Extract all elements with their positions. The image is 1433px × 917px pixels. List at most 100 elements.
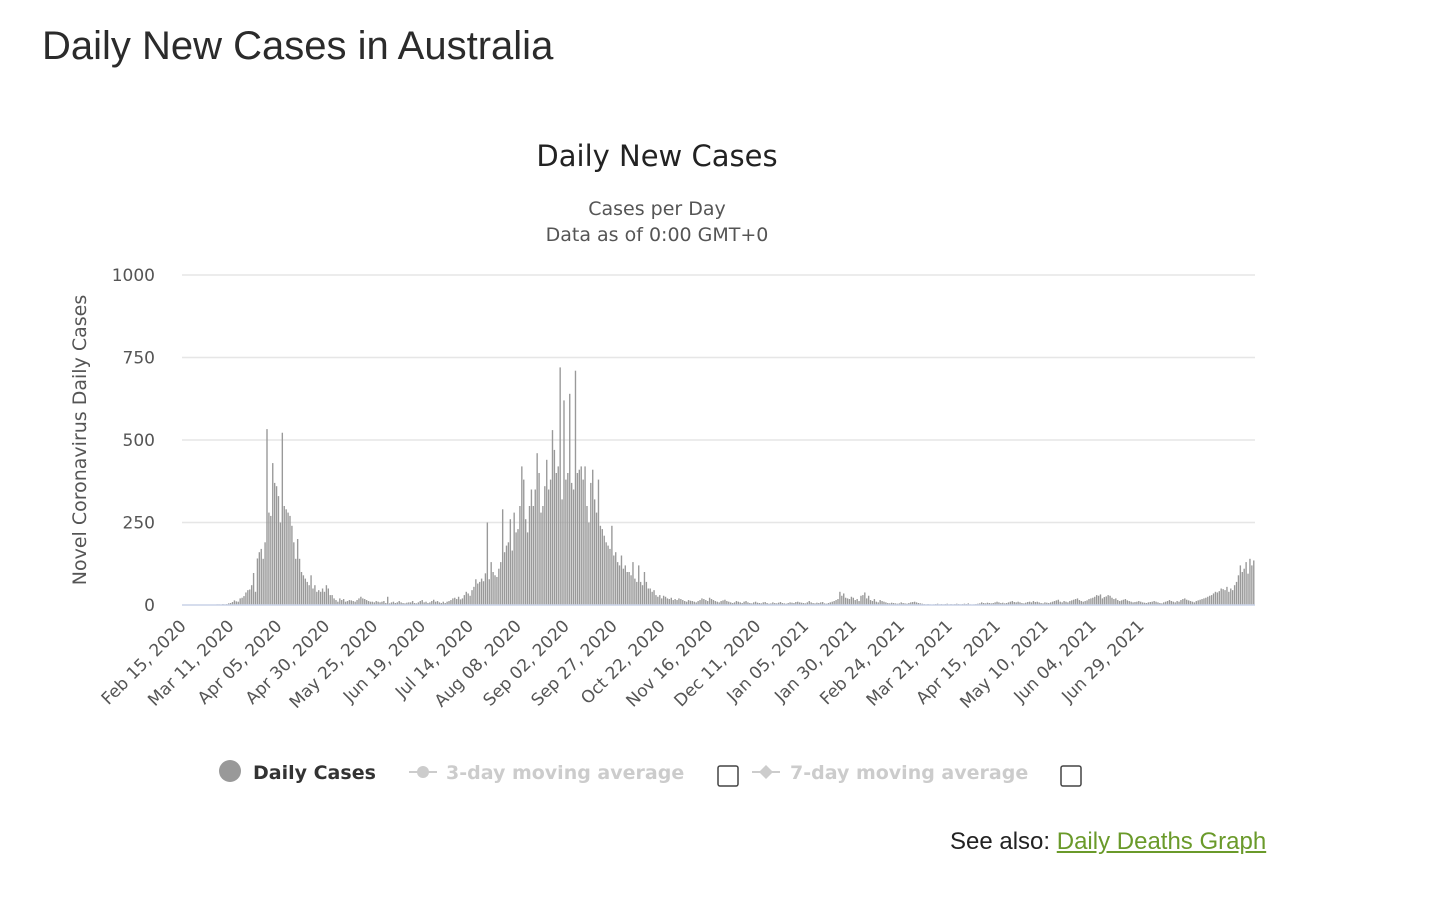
bar[interactable] (984, 603, 987, 605)
bar[interactable] (821, 602, 824, 605)
bar[interactable] (1205, 597, 1207, 605)
bar[interactable] (314, 585, 316, 605)
bar[interactable] (764, 602, 766, 605)
bar[interactable] (616, 562, 619, 605)
bar[interactable] (990, 603, 992, 605)
bar[interactable] (728, 601, 730, 605)
bar[interactable] (735, 601, 738, 605)
bar[interactable] (691, 601, 694, 605)
bar[interactable] (705, 600, 707, 605)
bar[interactable] (333, 598, 335, 605)
bar[interactable] (1126, 600, 1128, 605)
bar[interactable] (578, 469, 581, 605)
bar[interactable] (674, 599, 676, 605)
bar[interactable] (680, 599, 682, 605)
bar[interactable] (477, 583, 479, 605)
bar[interactable] (1182, 599, 1184, 605)
bar[interactable] (860, 595, 862, 605)
bar[interactable] (1232, 590, 1234, 605)
bar[interactable] (668, 599, 671, 605)
bar[interactable] (998, 602, 1000, 605)
bar[interactable] (570, 482, 573, 605)
daily-deaths-graph-link[interactable]: Daily Deaths Graph (1056, 828, 1267, 855)
bar[interactable] (1230, 588, 1232, 606)
bars[interactable] (182, 367, 1255, 606)
bar[interactable] (862, 595, 864, 605)
bar[interactable] (300, 572, 303, 605)
bar[interactable] (871, 601, 874, 605)
checkbox-7-day-average[interactable] (1060, 765, 1082, 787)
bar[interactable] (1057, 599, 1060, 605)
bar[interactable] (1074, 599, 1077, 605)
bar[interactable] (657, 596, 659, 605)
bar[interactable] (404, 603, 406, 605)
bar[interactable] (1251, 565, 1253, 605)
bar[interactable] (339, 598, 341, 605)
bar[interactable] (783, 603, 786, 605)
bar[interactable] (312, 588, 314, 606)
bar[interactable] (829, 602, 832, 605)
bar[interactable] (572, 489, 575, 606)
bar[interactable] (442, 601, 444, 605)
bar[interactable] (561, 499, 563, 605)
bar[interactable] (503, 552, 506, 605)
bar[interactable] (653, 590, 655, 605)
bar[interactable] (866, 598, 868, 605)
bar[interactable] (1157, 602, 1159, 605)
bar[interactable] (319, 591, 322, 605)
bar[interactable] (410, 602, 412, 605)
bar[interactable] (549, 479, 552, 605)
bar[interactable] (436, 601, 439, 605)
bar[interactable] (354, 601, 356, 605)
bar[interactable] (421, 600, 423, 605)
bar[interactable] (837, 599, 839, 605)
bar[interactable] (1195, 601, 1197, 605)
bar[interactable] (298, 558, 301, 605)
bar[interactable] (308, 585, 310, 605)
bar[interactable] (867, 595, 870, 605)
bar[interactable] (362, 598, 364, 605)
bar[interactable] (695, 602, 697, 605)
bar[interactable] (787, 603, 789, 605)
bar[interactable] (1049, 602, 1052, 605)
bar[interactable] (684, 601, 686, 605)
bar[interactable] (1082, 601, 1084, 605)
bar[interactable] (651, 591, 653, 605)
bar[interactable] (760, 603, 763, 605)
bar[interactable] (708, 597, 711, 605)
bar[interactable] (285, 509, 287, 605)
bar[interactable] (988, 603, 991, 605)
bar[interactable] (1207, 596, 1209, 605)
bar[interactable] (488, 579, 490, 605)
bar[interactable] (599, 525, 602, 605)
bar[interactable] (342, 599, 345, 605)
bar[interactable] (881, 601, 883, 605)
bar[interactable] (327, 588, 329, 606)
bar[interactable] (331, 595, 333, 605)
bar[interactable] (498, 568, 500, 605)
bar[interactable] (402, 603, 404, 605)
bar[interactable] (892, 603, 895, 605)
bar[interactable] (490, 562, 492, 605)
bar[interactable] (844, 597, 847, 605)
bar[interactable] (1115, 598, 1117, 605)
bar[interactable] (1201, 599, 1203, 605)
bar[interactable] (406, 602, 408, 605)
bar[interactable] (1007, 602, 1010, 605)
bar[interactable] (438, 602, 441, 605)
bar[interactable] (593, 499, 596, 605)
bar[interactable] (528, 506, 531, 605)
bar[interactable] (388, 603, 391, 605)
bar[interactable] (843, 593, 845, 605)
bar[interactable] (1130, 601, 1132, 605)
bar[interactable] (256, 558, 259, 605)
bar[interactable] (272, 463, 274, 605)
bar[interactable] (310, 575, 312, 605)
bar[interactable] (1209, 595, 1211, 605)
bar[interactable] (710, 599, 713, 605)
bar[interactable] (1124, 599, 1127, 605)
bar[interactable] (371, 601, 374, 605)
bar[interactable] (429, 602, 431, 605)
bar[interactable] (1099, 594, 1102, 605)
bar[interactable] (1163, 602, 1165, 605)
